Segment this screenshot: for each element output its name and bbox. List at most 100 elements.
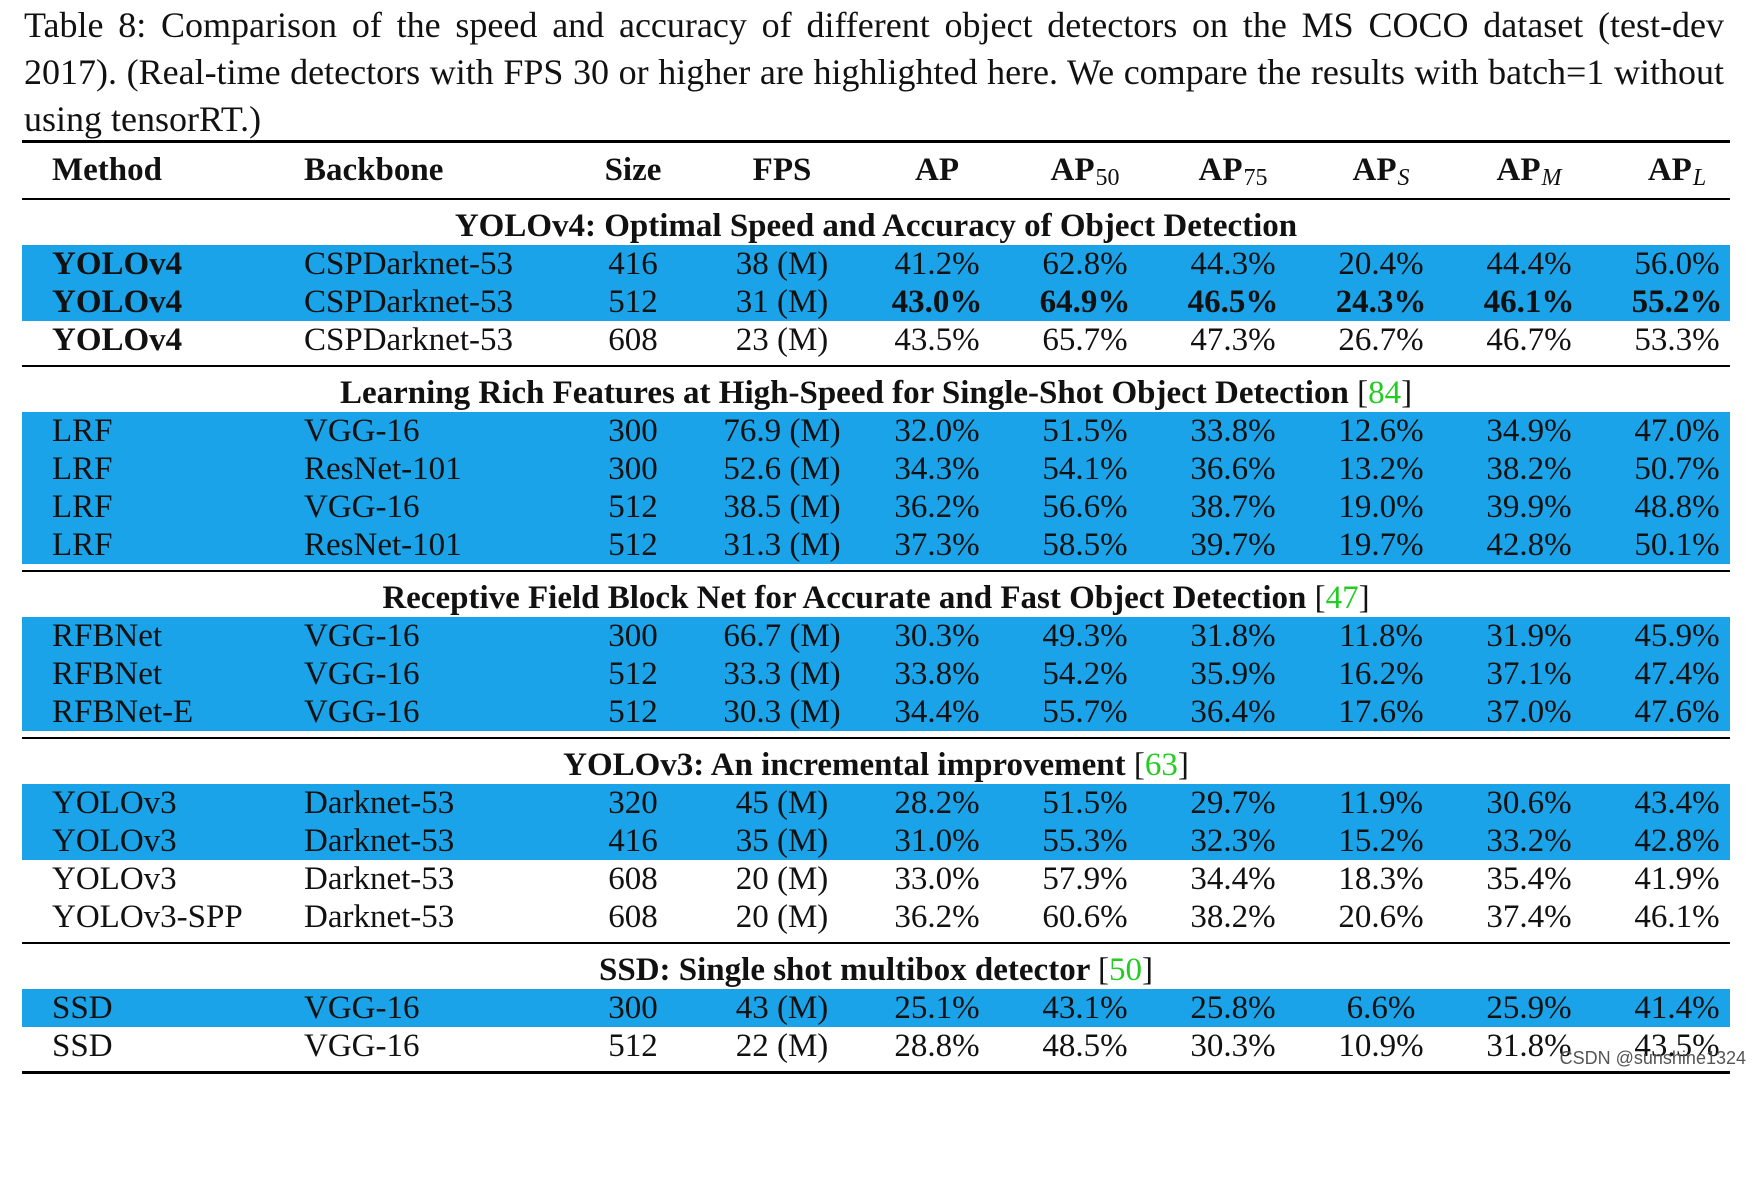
table-row: YOLOv4 CSPDarknet-53 416 38 (M) 41.2% 62… [22, 245, 1730, 283]
cell-size: 512 [608, 526, 658, 563]
cell-backbone: ResNet-101 [304, 450, 462, 487]
citation-link[interactable]: 50 [1109, 952, 1142, 988]
header-fps: FPS [752, 151, 812, 188]
cell-apm: 25.9% [1486, 989, 1572, 1026]
cell-fps: 33.3 (M) [723, 655, 841, 692]
cell-ap: 25.1% [894, 989, 980, 1026]
cell-ap: 32.0% [894, 412, 980, 449]
table-row: RFBNet-E VGG-16 512 30.3 (M) 34.4% 55.7%… [22, 693, 1730, 731]
header-method: Method [52, 151, 162, 188]
header-rule [22, 198, 1730, 200]
table-row: YOLOv4 CSPDarknet-53 512 31 (M) 43.0% 64… [22, 283, 1730, 321]
cell-ap50: 55.7% [1042, 693, 1128, 730]
cell-method: YOLOv3 [52, 822, 177, 859]
cell-size: 300 [608, 412, 658, 449]
cell-ap75: 38.7% [1190, 488, 1276, 525]
cell-ap: 34.3% [894, 450, 980, 487]
cell-fps: 45 (M) [735, 784, 829, 821]
cell-method: RFBNet [52, 617, 163, 654]
cell-apm: 34.9% [1486, 412, 1572, 449]
cell-aps: 13.2% [1338, 450, 1424, 487]
cell-ap50: 43.1% [1042, 989, 1128, 1026]
cell-fps: 20 (M) [735, 860, 829, 897]
cell-aps: 18.3% [1338, 860, 1424, 897]
cell-apl: 47.4% [1634, 655, 1720, 692]
group-rule [22, 942, 1730, 944]
cell-size: 512 [608, 655, 658, 692]
cell-method: YOLOv4 [52, 245, 183, 282]
cell-fps: 22 (M) [735, 1027, 829, 1064]
cell-fps: 38.5 (M) [723, 488, 841, 525]
cell-ap50: 62.8% [1042, 245, 1128, 282]
cell-size: 512 [608, 283, 658, 320]
citation-link[interactable]: 47 [1325, 580, 1359, 616]
cell-apm: 37.0% [1486, 693, 1572, 730]
cell-ap75: 36.4% [1190, 693, 1276, 730]
header-ap75: AP 75 [1198, 151, 1268, 191]
cell-backbone: VGG-16 [304, 1027, 420, 1064]
cell-apm: 44.4% [1486, 245, 1572, 282]
cell-size: 416 [608, 822, 658, 859]
cell-fps: 31.3 (M) [723, 526, 841, 563]
cell-backbone: CSPDarknet-53 [304, 245, 513, 282]
table-row: RFBNet VGG-16 512 33.3 (M) 33.8% 54.2% 3… [22, 655, 1730, 693]
cell-aps: 20.4% [1338, 245, 1424, 282]
cell-ap75: 34.4% [1190, 860, 1276, 897]
cell-fps: 31 (M) [735, 283, 829, 320]
cell-apl: 46.1% [1634, 898, 1720, 935]
header-apm: AP M [1496, 151, 1562, 191]
cell-apl: 48.8% [1634, 488, 1720, 525]
cell-ap: 43.5% [894, 321, 980, 358]
cell-method: LRF [52, 526, 113, 563]
cell-apm: 31.8% [1486, 1027, 1572, 1064]
cell-fps: 20 (M) [735, 898, 829, 935]
cell-backbone: VGG-16 [304, 488, 420, 525]
cell-method: YOLOv4 [52, 321, 183, 358]
bottom-rule [22, 1071, 1730, 1074]
cell-ap50: 64.9% [1039, 283, 1131, 320]
header-size: Size [604, 151, 662, 188]
cell-apm: 37.4% [1486, 898, 1572, 935]
group-rule [22, 737, 1730, 739]
cell-backbone: Darknet-53 [304, 784, 455, 821]
citation-link[interactable]: 63 [1144, 747, 1178, 783]
cell-apl: 43.5% [1634, 1027, 1720, 1064]
cell-ap: 34.4% [894, 693, 980, 730]
cell-apl: 42.8% [1634, 822, 1720, 859]
cell-fps: 35 (M) [735, 822, 829, 859]
cell-apm: 33.2% [1486, 822, 1572, 859]
header-backbone: Backbone [304, 151, 444, 188]
header-ap50: AP 50 [1050, 151, 1120, 191]
cell-method: YOLOv3 [52, 784, 177, 821]
cell-apm: 39.9% [1486, 488, 1572, 525]
cell-fps: 52.6 (M) [723, 450, 841, 487]
cell-ap50: 60.6% [1042, 898, 1128, 935]
cell-backbone: Darknet-53 [304, 860, 455, 897]
cell-ap75: 38.2% [1190, 898, 1276, 935]
header-ap: AP [915, 151, 959, 188]
cell-ap75: 29.7% [1190, 784, 1276, 821]
cell-ap75: 44.3% [1190, 245, 1276, 282]
table-row: YOLOv3 Darknet-53 416 35 (M) 31.0% 55.3%… [22, 822, 1730, 860]
cell-ap75: 33.8% [1190, 412, 1276, 449]
table-row: LRF ResNet-101 512 31.3 (M) 37.3% 58.5% … [22, 526, 1730, 564]
table-row: SSD VGG-16 300 43 (M) 25.1% 43.1% 25.8% … [22, 989, 1730, 1027]
table-row: YOLOv3 Darknet-53 320 45 (M) 28.2% 51.5%… [22, 784, 1730, 822]
cell-backbone: CSPDarknet-53 [304, 283, 513, 320]
table-row: SSD VGG-16 512 22 (M) 28.8% 48.5% 30.3% … [22, 1027, 1730, 1065]
cell-ap: 41.2% [894, 245, 980, 282]
cell-fps: 38 (M) [735, 245, 829, 282]
cell-apl: 50.7% [1634, 450, 1720, 487]
cell-ap75: 25.8% [1190, 989, 1276, 1026]
cell-aps: 24.3% [1335, 283, 1427, 320]
cell-aps: 19.7% [1338, 526, 1424, 563]
cell-aps: 17.6% [1338, 693, 1424, 730]
cell-size: 300 [608, 450, 658, 487]
cell-aps: 19.0% [1338, 488, 1424, 525]
cell-aps: 10.9% [1338, 1027, 1424, 1064]
cell-backbone: VGG-16 [304, 617, 420, 654]
cell-ap50: 55.3% [1042, 822, 1128, 859]
cell-size: 320 [608, 784, 658, 821]
citation-link[interactable]: 84 [1368, 375, 1402, 411]
table-row: RFBNet VGG-16 300 66.7 (M) 30.3% 49.3% 3… [22, 617, 1730, 655]
